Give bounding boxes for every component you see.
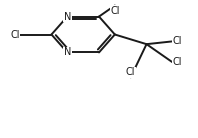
Text: Cl: Cl [110, 6, 120, 15]
Text: N: N [64, 12, 71, 22]
Text: Cl: Cl [172, 57, 182, 67]
Text: Cl: Cl [172, 36, 182, 46]
Text: N: N [64, 47, 71, 57]
Text: Cl: Cl [126, 67, 135, 77]
Text: Cl: Cl [10, 30, 20, 39]
